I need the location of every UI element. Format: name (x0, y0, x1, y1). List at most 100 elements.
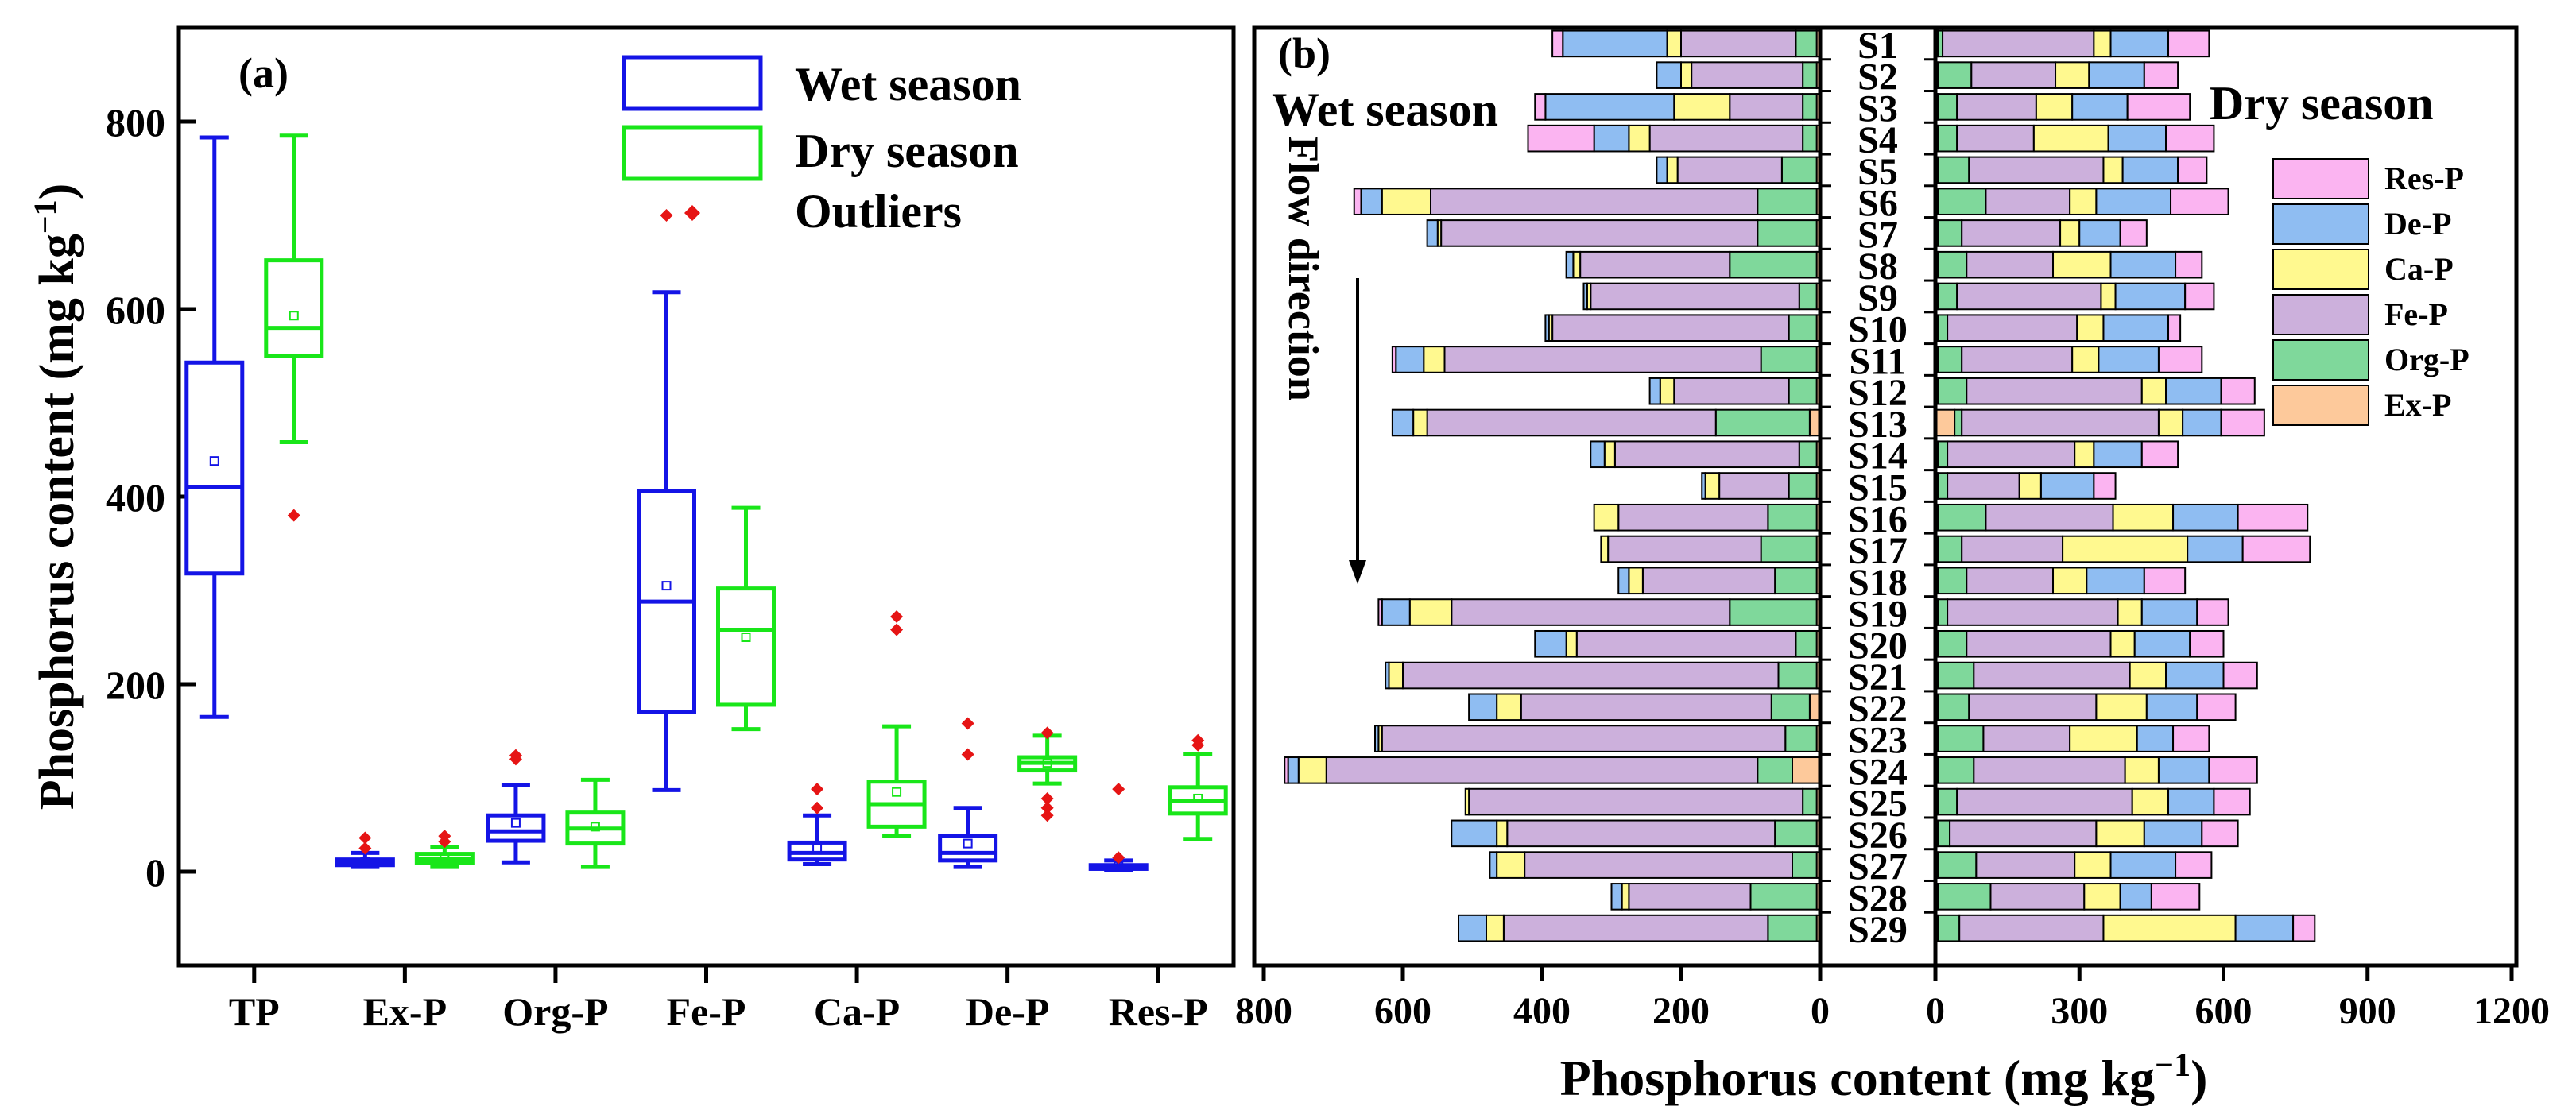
wet-segment-Fe-P (1617, 503, 1769, 532)
wet-bar-S8 (1565, 250, 1821, 279)
dry-segment-Ca-P (2157, 408, 2184, 437)
dry-segment-Org-P (1937, 693, 1970, 721)
dry-segment-Ca-P (2052, 567, 2088, 595)
site-label-S15: S15 (1848, 467, 1908, 509)
dry-x-tick-label-0: 0 (1926, 990, 1945, 1032)
wet-box-De-P (938, 717, 998, 869)
panel-b-bars (1284, 29, 2316, 942)
dry-x-tick-label-600: 600 (2195, 990, 2253, 1032)
panel-b-label: (b) (1278, 29, 1331, 77)
dry-segment-Ca-P (2102, 156, 2124, 184)
dry-segment-Ca-P (2071, 346, 2100, 373)
wet-bar-S29 (1458, 914, 1821, 942)
site-label-S1: S1 (1857, 25, 1898, 67)
dry-segment-De-P (2187, 535, 2244, 563)
dry-segment-Fe-P (1961, 408, 2160, 437)
dry-segment-Fe-P (1961, 346, 2074, 373)
dry-segment-Res-P (2143, 567, 2187, 595)
dry-segment-Ca-P (2052, 250, 2112, 279)
wet-bar-S11 (1391, 346, 1821, 373)
dry-bar-S19 (1935, 598, 2229, 626)
dry-segment-Org-P (1954, 408, 1963, 437)
dry-segment-Org-P (1937, 629, 1968, 658)
wet-segment-Org-P (1729, 250, 1818, 279)
dry-segment-Fe-P (1956, 93, 2037, 121)
wet-bar-S13 (1391, 408, 1821, 437)
dry-segment-Fe-P (1961, 535, 2064, 563)
wet-segment-De-P (1287, 756, 1300, 784)
dry-segment-Org-P (1937, 567, 1968, 595)
site-label-S20: S20 (1848, 625, 1908, 667)
legend-label-Res-P: Res-P (2384, 161, 2464, 196)
site-label-S6: S6 (1857, 183, 1898, 225)
wet-bar-S2 (1656, 61, 1821, 89)
panel-a-boxes (184, 133, 1228, 872)
flow-direction-indicator: Flow direction (1280, 136, 1366, 584)
dry-segment-Res-P (2237, 503, 2309, 532)
wet-bar-S10 (1544, 314, 1821, 342)
box-mean-marker (440, 853, 450, 864)
dry-segment-Org-P (1937, 93, 1958, 121)
legend-label-Ex-P: Ex-P (2384, 387, 2451, 423)
y-tick-label-400: 400 (106, 475, 165, 520)
dry-segment-Res-P (2170, 188, 2229, 215)
dry-segment-De-P (2119, 883, 2152, 911)
dry-segment-Res-P (2119, 219, 2148, 247)
wet-segment-Ca-P (1704, 472, 1721, 500)
dry-segment-Org-P (1937, 282, 1958, 311)
dry-segment-Ca-P (2062, 535, 2189, 563)
dry-segment-Ca-P (2059, 219, 2081, 247)
wet-season-title: Wet season (1272, 83, 1498, 136)
dry-bar-S11 (1935, 346, 2203, 373)
wet-bar-S20 (1534, 629, 1821, 658)
dry-segment-De-P (2182, 408, 2222, 437)
outlier-1 (438, 830, 451, 843)
site-label-S28: S28 (1848, 877, 1908, 919)
dry-segment-Org-P (1937, 535, 1963, 563)
wet-box-Ca-P (787, 783, 847, 867)
wet-segment-Org-P (1757, 756, 1793, 784)
wet-segment-De-P (1391, 408, 1415, 437)
dry-segment-Org-P (1937, 851, 1978, 879)
box-iqr (184, 360, 245, 576)
wet-bar-S26 (1451, 819, 1821, 848)
dry-segment-Res-P (2126, 93, 2191, 121)
legend-label-Org-P: Org-P (2384, 342, 2469, 377)
dry-segment-De-P (2088, 61, 2145, 89)
wet-x-tick-label-0: 0 (1811, 990, 1830, 1032)
dry-segment-De-P (2078, 219, 2121, 247)
wet-segment-Org-P (1757, 219, 1818, 247)
wet-bar-S18 (1617, 567, 1821, 595)
wet-segment-Res-P (1534, 93, 1547, 121)
dry-segment-Res-P (2196, 598, 2229, 626)
x-tick-label-Org-P: Org-P (502, 989, 608, 1034)
wet-bar-S9 (1582, 282, 1821, 311)
x-tick-label-Fe-P: Fe-P (667, 989, 746, 1034)
wet-segment-Ca-P (1297, 756, 1327, 784)
box-mean-marker (360, 857, 370, 867)
dry-segment-Res-P (2143, 61, 2179, 89)
wet-segment-Org-P (1798, 282, 1818, 311)
x-tick-label-De-P: De-P (966, 989, 1050, 1034)
panel-b-x-axis-title-main: Phosphorus content (mg kg (1560, 1050, 2156, 1106)
wet-segment-De-P (1360, 188, 1383, 215)
wet-segment-Ca-P (1565, 629, 1578, 658)
wet-segment-Org-P (1795, 29, 1818, 58)
wet-segment-Ca-P (1603, 440, 1616, 469)
box-mean-marker (590, 822, 600, 832)
wet-segment-Ca-P (1496, 819, 1509, 848)
wet-segment-Ca-P (1673, 93, 1731, 121)
dry-segment-Fe-P (1985, 503, 2114, 532)
wet-segment-Ca-P (1666, 156, 1679, 184)
site-label-S17: S17 (1848, 530, 1908, 572)
wet-segment-Fe-P (1426, 408, 1717, 437)
wet-segment-Fe-P (1676, 156, 1783, 184)
dry-segment-Res-P (2292, 914, 2316, 942)
dry-segment-Org-P (1937, 61, 1973, 89)
dry-segment-De-P (2102, 314, 2170, 342)
box-mean-marker (289, 311, 299, 321)
box-mean-marker (892, 787, 902, 797)
dry-segment-Fe-P (1989, 883, 2086, 911)
wet-segment-Org-P (1714, 408, 1811, 437)
dry-bar-S5 (1935, 156, 2208, 184)
